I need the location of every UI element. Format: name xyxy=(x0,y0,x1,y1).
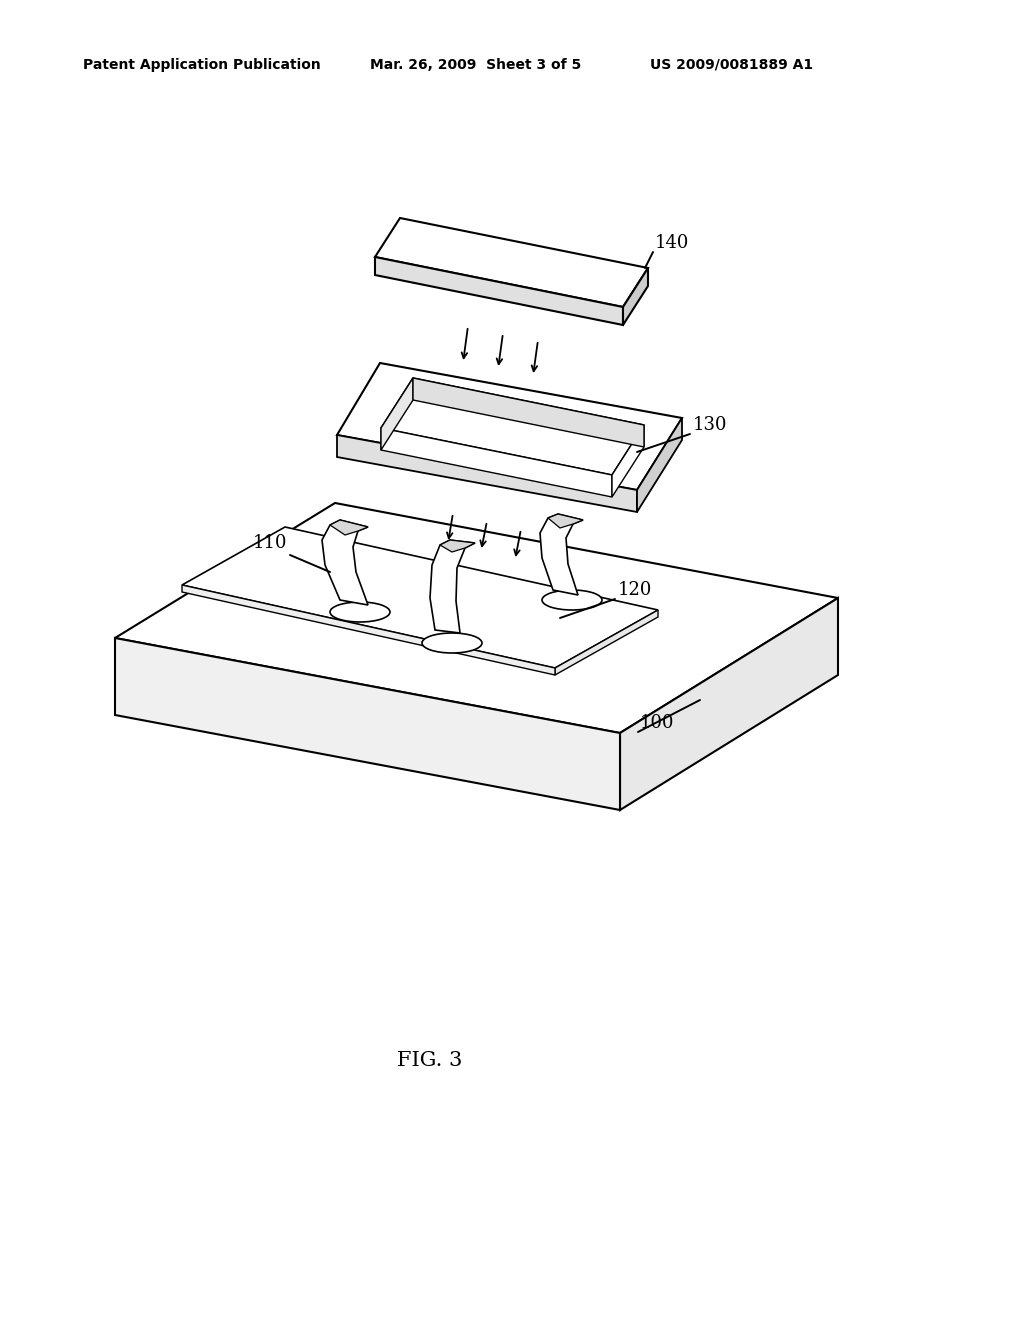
Ellipse shape xyxy=(330,602,390,622)
Polygon shape xyxy=(540,513,583,595)
Polygon shape xyxy=(381,428,612,498)
Polygon shape xyxy=(620,598,838,810)
Text: 130: 130 xyxy=(693,416,727,434)
Text: 140: 140 xyxy=(655,234,689,252)
Polygon shape xyxy=(381,378,644,475)
Ellipse shape xyxy=(542,590,602,610)
Polygon shape xyxy=(330,520,368,535)
Polygon shape xyxy=(612,425,644,498)
Polygon shape xyxy=(548,513,583,528)
Text: 100: 100 xyxy=(640,714,675,733)
Polygon shape xyxy=(555,610,658,675)
Polygon shape xyxy=(182,585,555,675)
Polygon shape xyxy=(375,257,623,325)
Polygon shape xyxy=(337,436,637,512)
Polygon shape xyxy=(337,363,682,490)
Text: 110: 110 xyxy=(253,535,288,552)
Polygon shape xyxy=(440,540,475,552)
Text: FIG. 3: FIG. 3 xyxy=(397,1051,463,1069)
Polygon shape xyxy=(115,638,620,810)
Polygon shape xyxy=(413,378,644,447)
Text: Patent Application Publication: Patent Application Publication xyxy=(83,58,321,73)
Polygon shape xyxy=(115,503,838,733)
Text: 120: 120 xyxy=(618,581,652,599)
Text: Mar. 26, 2009  Sheet 3 of 5: Mar. 26, 2009 Sheet 3 of 5 xyxy=(370,58,582,73)
Polygon shape xyxy=(322,520,368,605)
Polygon shape xyxy=(430,540,475,634)
Ellipse shape xyxy=(422,634,482,653)
Text: US 2009/0081889 A1: US 2009/0081889 A1 xyxy=(650,58,813,73)
Polygon shape xyxy=(182,527,658,668)
Polygon shape xyxy=(375,218,648,308)
Polygon shape xyxy=(381,378,413,450)
Polygon shape xyxy=(637,418,682,512)
Polygon shape xyxy=(623,268,648,325)
